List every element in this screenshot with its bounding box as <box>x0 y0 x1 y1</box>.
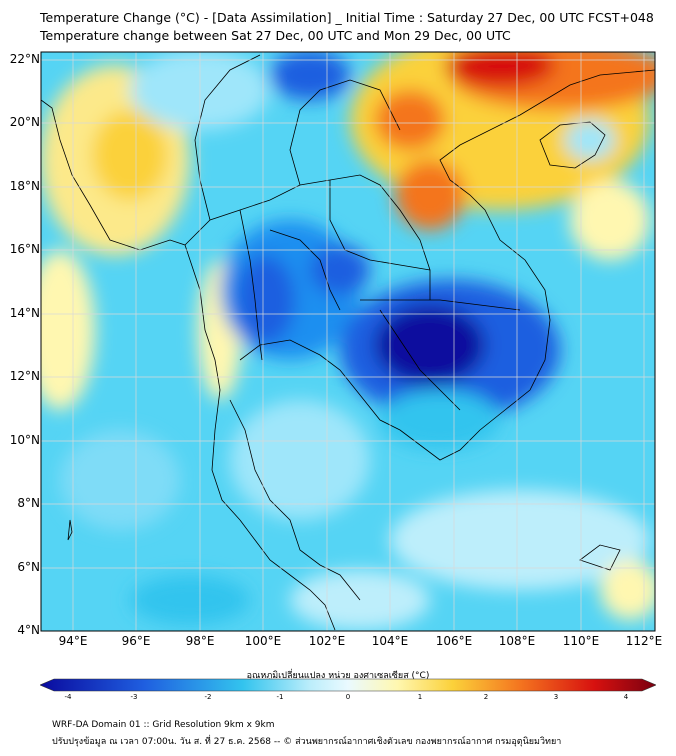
colorbar-tick-label: 3 <box>553 693 559 701</box>
graticule <box>41 52 655 631</box>
lon-label: 110°E <box>562 634 600 648</box>
lat-label: 22°N <box>9 52 40 66</box>
lon-label: 106°E <box>435 634 473 648</box>
lat-label: 6°N <box>17 560 40 574</box>
shaded-field <box>41 52 655 631</box>
colorbar-tick-label: 0 <box>345 693 351 701</box>
model-info: WRF-DA Domain 01 :: Grid Resolution 9km … <box>52 720 275 730</box>
colorbar-tick-label: -1 <box>276 693 284 701</box>
lon-label: 94°E <box>58 634 88 648</box>
update-credit: ปรับปรุงข้อมูล ณ เวลา 07:00น. วัน ส. ที่… <box>52 737 562 747</box>
lon-label: 96°E <box>121 634 151 648</box>
map-title-line-2: Temperature change between Sat 27 Dec, 0… <box>40 28 511 43</box>
temperature-change-map <box>40 51 656 632</box>
lon-label: 108°E <box>498 634 536 648</box>
lat-label: 12°N <box>9 369 40 383</box>
colorbar-tick-label: -2 <box>204 693 212 701</box>
coastlines-and-borders <box>41 54 655 631</box>
colorbar-tick-label: -3 <box>130 693 138 701</box>
colorbar-tick-label: -4 <box>64 693 72 701</box>
lon-label: 112°E <box>625 634 663 648</box>
lon-label: 100°E <box>244 634 282 648</box>
colorbar <box>40 678 656 692</box>
lat-label: 10°N <box>9 433 40 447</box>
colorbar-tick-label: 4 <box>623 693 629 701</box>
colorbar-tick-label: 1 <box>417 693 423 701</box>
lat-label: 8°N <box>17 496 40 510</box>
colorbar-tick-label: 2 <box>483 693 489 701</box>
lon-label: 102°E <box>308 634 346 648</box>
lon-label: 104°E <box>371 634 409 648</box>
lat-label: 16°N <box>9 242 40 256</box>
lat-label: 20°N <box>9 115 40 129</box>
lat-label: 14°N <box>9 306 40 320</box>
lon-label: 98°E <box>185 634 215 648</box>
colorbar-title: อุณหภูมิเปลี่ยนแปลง หน่วย องศาเซลเซียส (… <box>246 671 430 681</box>
map-title-line-1: Temperature Change (°C) - [Data Assimila… <box>40 10 654 25</box>
lat-label: 18°N <box>9 179 40 193</box>
plot-frame <box>40 51 656 632</box>
lat-label: 4°N <box>17 623 40 637</box>
